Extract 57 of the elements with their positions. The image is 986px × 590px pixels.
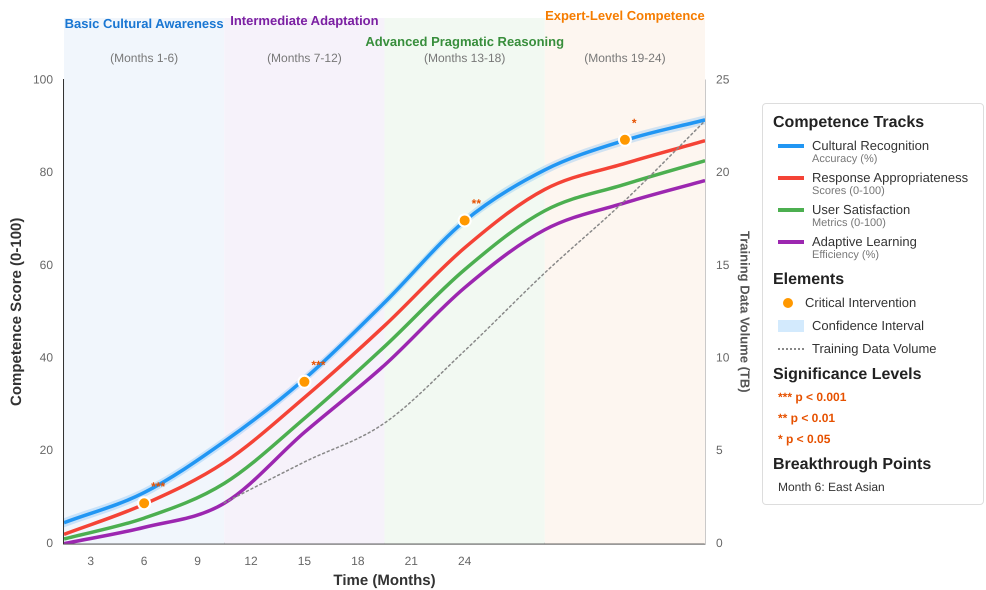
point: [137, 496, 152, 510]
text: Metrics (0-100): [812, 217, 887, 229]
band-label: (Months 7-12): [267, 51, 342, 65]
y-tick-label: 0: [46, 536, 54, 550]
text: Confidence Interval: [811, 318, 926, 333]
y2-tick-label: 20: [716, 165, 730, 180]
x-axis-title: Time (Months): [333, 572, 436, 590]
text: *** p < 0.001: [778, 390, 848, 404]
x-tick-label: 6: [140, 554, 148, 568]
y-tick-label: 20: [40, 443, 54, 458]
annotation: *: [632, 116, 637, 130]
point: [618, 132, 632, 147]
text: Expert-Level Competence: [545, 8, 705, 23]
text: ** p < 0.01: [778, 411, 836, 425]
y2-axis-title: Training Data Volume (TB): [738, 231, 753, 393]
x-tick-label: 9: [194, 554, 202, 568]
text: Elements: [773, 271, 846, 289]
y-tick-label: 80: [40, 165, 54, 180]
annotation: **: [472, 196, 482, 210]
legend-label: Cultural Recognition: [812, 138, 930, 153]
legend-label: Training Data Volume: [811, 341, 938, 356]
y-tick-label: 40: [40, 350, 54, 364]
annotation: ***: [151, 479, 166, 494]
legend-label: User Satisfaction: [812, 202, 910, 217]
y-axis-title: Competence Score (0-100): [8, 218, 26, 406]
y2-tick-label: 5: [716, 443, 724, 458]
text: Significance Levels: [773, 366, 923, 384]
x-tick-label: 3: [87, 554, 94, 568]
text: Intermediate Adaptation: [230, 13, 379, 28]
legend-title: Competence Tracks: [773, 114, 926, 132]
x-tick-label: 21: [404, 554, 418, 568]
point: [458, 213, 472, 228]
x-tick-label: 12: [244, 554, 258, 568]
y2-tick-label: 0: [716, 536, 724, 550]
text: Accuracy (%): [812, 153, 878, 165]
text: Breakthrough Points: [773, 456, 932, 474]
x-tick-label: 18: [351, 554, 365, 568]
text: * p < 0.05: [778, 432, 832, 446]
text: Efficiency (%): [812, 249, 880, 261]
text: Scores (0-100): [812, 185, 886, 197]
band-label: (Months 1-6): [110, 51, 178, 65]
y2-tick-label: 10: [716, 350, 730, 364]
point: [297, 374, 312, 389]
text: Advanced Pragmatic Reasoning: [365, 34, 564, 49]
text: Month 6: East Asian: [778, 480, 886, 494]
y2-tick-label: 25: [716, 72, 730, 86]
y2-tick-label: 15: [716, 258, 730, 272]
text: Basic Cultural Awareness: [64, 16, 224, 31]
band-label: (Months 13-18): [424, 51, 506, 65]
y-tick-label: 100: [32, 72, 54, 86]
legend-label: Adaptive Learning: [812, 234, 917, 249]
legend-label: Critical Intervention: [804, 295, 918, 310]
x-tick-label: 24: [458, 554, 472, 568]
band-label: (Months 19-24): [584, 51, 666, 65]
y-tick-label: 60: [40, 258, 54, 272]
x-tick-label: 15: [298, 554, 312, 568]
legend-label: Response Appropriateness: [812, 170, 968, 185]
